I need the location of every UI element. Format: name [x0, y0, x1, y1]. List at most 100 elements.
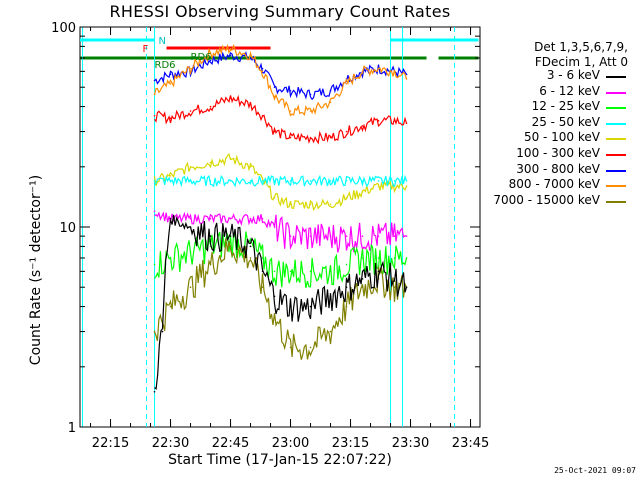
series-8-point-7 — [261, 270, 264, 273]
series-5-point-6 — [261, 217, 264, 220]
legend: 3 - 6 keV 6 - 12 keV 12 - 25 keV 25 - 50 ke… — [478, 68, 638, 208]
series-2-point-12 — [361, 125, 364, 127]
legend-entry-8: 7000 - 15000 keV — [478, 193, 638, 209]
x-tick-label-1: 22:30 — [152, 436, 189, 451]
annotation-0: N — [159, 36, 166, 47]
series-0-point-3 — [209, 59, 212, 62]
series-4-point-10 — [329, 180, 332, 182]
plot-frame — [79, 26, 481, 428]
series-7-point-1 — [169, 305, 172, 308]
series-7-point-0 — [153, 330, 156, 333]
annotation-3: RD6 — [191, 52, 212, 63]
series-5-point-11 — [345, 235, 348, 237]
series-8-point-16 — [405, 286, 408, 289]
y-tick-label-0: 1 — [68, 421, 76, 436]
series-7-point-4 — [229, 245, 232, 248]
series-8-point-14 — [377, 270, 380, 273]
series-3-point-15 — [405, 185, 408, 187]
x-tick-label-3: 23:00 — [272, 436, 309, 451]
series-8-point-5 — [229, 235, 232, 237]
series-0-point-4 — [229, 54, 232, 57]
series-6-point-8 — [289, 270, 292, 273]
series-1-point-3 — [209, 52, 212, 54]
series-7-point-2 — [189, 286, 192, 289]
x-tick-label-2: 22:45 — [212, 436, 249, 451]
series-6-point-14 — [393, 257, 396, 259]
series-4-point-3 — [209, 180, 212, 182]
series-4-point-11 — [345, 180, 348, 182]
x-tick-label-4: 23:15 — [332, 436, 369, 451]
series-1-point-6 — [261, 70, 264, 73]
series-0-point-8 — [289, 89, 292, 92]
x-tick-label-6: 23:45 — [452, 436, 489, 451]
legend-swatch-3 — [606, 122, 626, 125]
series-6-point-12 — [361, 257, 364, 259]
series-2-point-1 — [169, 117, 172, 119]
series-7-point-5 — [249, 257, 252, 259]
series-1-point-10 — [329, 101, 332, 104]
series-0-point-15 — [405, 73, 408, 76]
series-8-point-1 — [161, 330, 164, 333]
series-5-point-15 — [405, 235, 408, 237]
series-1-point-13 — [377, 67, 380, 70]
legend-swatch-4 — [606, 138, 626, 141]
series-5-point-0 — [153, 210, 156, 212]
series-8-point-12 — [345, 286, 348, 289]
series-3-point-8 — [289, 203, 292, 206]
series-5-point-3 — [209, 217, 212, 220]
legend-swatch-0 — [606, 76, 626, 78]
series-line-6 — [154, 231, 408, 288]
series-4-point-12 — [361, 180, 364, 182]
series-line-1 — [153, 43, 408, 117]
series-3-point-5 — [249, 165, 252, 168]
annotations: NF RD6 RD6 — [143, 36, 212, 71]
footer-timestamp: 25-Oct-2021 09:07 — [554, 466, 636, 475]
legend-label-7: 800 - 7000 keV — [508, 177, 600, 192]
series-3-point-10 — [329, 203, 332, 206]
series-2-point-2 — [189, 110, 192, 112]
legend-swatch-7 — [606, 185, 626, 188]
series-1-point-7 — [273, 95, 276, 98]
series-1-point-2 — [189, 67, 192, 70]
legend-header-line-1: Det 1,3,5,6,7,9, — [534, 40, 628, 54]
legend-label-2: 12 - 25 keV — [531, 99, 600, 114]
series-0-point-5 — [249, 57, 252, 59]
y-axis-label: Count Rate (s⁻¹ detector⁻¹) — [28, 174, 44, 366]
legend-entry-5: 100 - 300 keV — [478, 146, 638, 162]
series-line-5 — [154, 211, 407, 253]
x-axis: 22:15 22:30 22:45 23:00 23:15 23:30 23:45 — [90, 27, 489, 451]
legend-entry-7: 800 - 7000 keV — [478, 177, 638, 193]
legend-swatch-5 — [606, 153, 626, 156]
legend-label-0: 3 - 6 keV — [546, 68, 600, 82]
series-2-point-6 — [261, 114, 264, 117]
series-8-point-9 — [289, 305, 292, 308]
series-2-point-11 — [345, 130, 348, 133]
series-3-point-9 — [309, 203, 312, 206]
series-7-point-9 — [309, 346, 312, 349]
series-6-point-15 — [405, 257, 408, 259]
series-4-point-14 — [393, 180, 396, 182]
series-5-point-9 — [309, 235, 312, 237]
series-6-point-11 — [345, 263, 348, 266]
series-7-point-10 — [329, 330, 332, 333]
series-7-point-14 — [393, 286, 396, 289]
series-1-point-4 — [229, 47, 232, 50]
series-4-point-13 — [377, 180, 380, 182]
series-2-point-10 — [329, 136, 332, 139]
legend-label-1: 6 - 12 keV — [539, 83, 600, 98]
series-4-point-2 — [189, 180, 192, 182]
legend-label-4: 50 - 100 keV — [523, 130, 600, 145]
series-5-point-14 — [393, 235, 396, 237]
series-line-4 — [154, 174, 408, 188]
series-3-point-1 — [169, 175, 172, 177]
series-2-point-9 — [309, 136, 312, 139]
series-5-point-4 — [229, 217, 232, 220]
series-2-point-13 — [377, 119, 380, 122]
series-6-point-2 — [189, 251, 192, 253]
series-1-point-15 — [405, 78, 408, 80]
series-0-point-10 — [329, 89, 332, 92]
series-1-point-5 — [249, 54, 252, 57]
series-4-point-6 — [261, 180, 264, 182]
series-1-point-8 — [289, 110, 292, 112]
